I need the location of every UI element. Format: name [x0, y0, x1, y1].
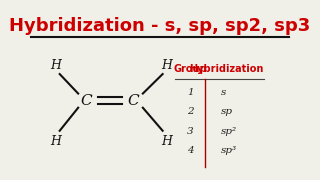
Text: H: H: [50, 135, 61, 148]
Text: H: H: [161, 59, 172, 72]
Text: Hybridization: Hybridization: [189, 64, 263, 74]
Text: 3: 3: [187, 127, 194, 136]
Text: sp³: sp³: [221, 146, 237, 155]
Text: Hybridization - s, sp, sp2, sp3: Hybridization - s, sp, sp2, sp3: [9, 17, 311, 35]
Text: C: C: [128, 94, 140, 108]
Text: Group: Group: [173, 64, 207, 74]
Text: 2: 2: [187, 107, 194, 116]
Text: H: H: [161, 135, 172, 148]
Text: sp: sp: [221, 107, 233, 116]
Text: sp²: sp²: [221, 127, 237, 136]
Text: C: C: [80, 94, 92, 108]
Text: s: s: [221, 87, 226, 96]
Text: 1: 1: [187, 87, 194, 96]
Text: H: H: [50, 59, 61, 72]
Text: 4: 4: [187, 146, 194, 155]
